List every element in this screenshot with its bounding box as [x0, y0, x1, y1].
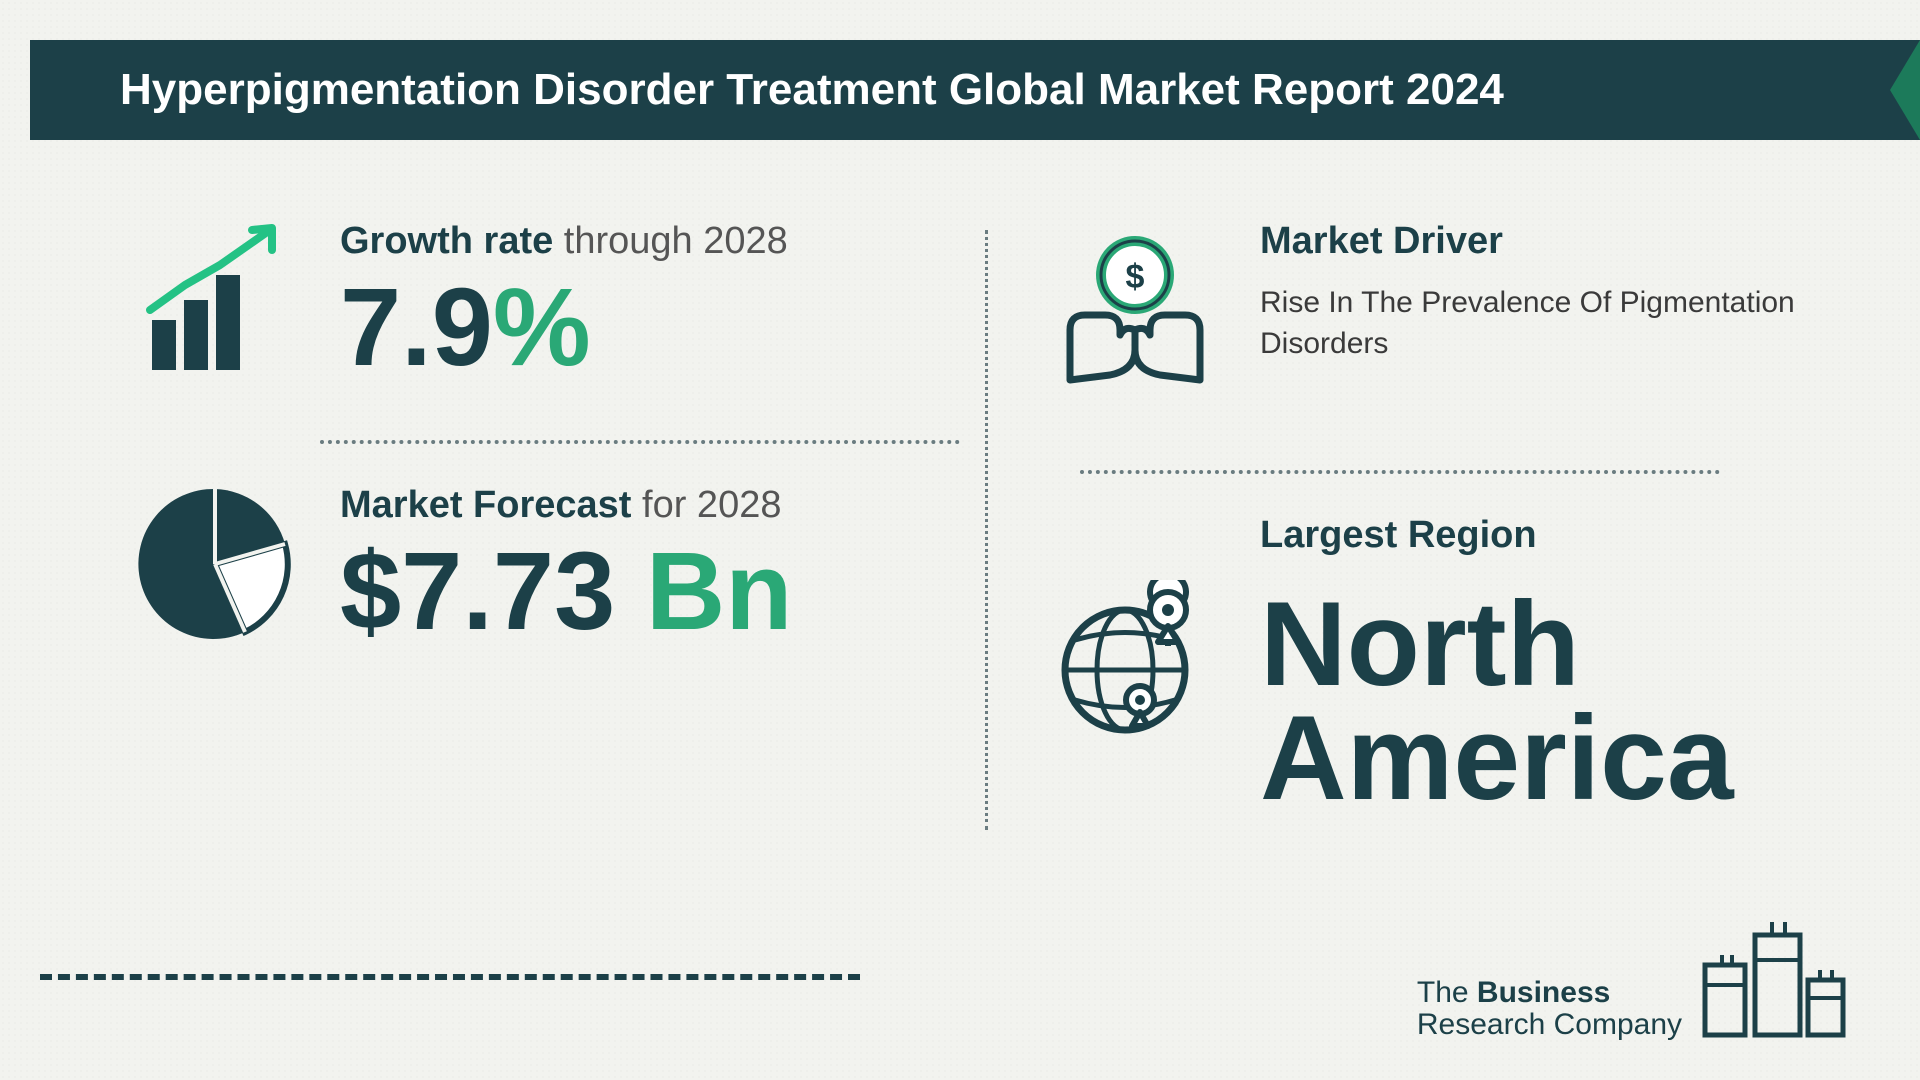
growth-value-number: 7.9 — [340, 266, 493, 389]
growth-value-unit: % — [493, 266, 591, 389]
hands-dollar-icon: $ — [1050, 220, 1220, 390]
globe-pin-icon — [1050, 580, 1220, 750]
growth-rate-block: Growth rate through 2028 7.9% — [130, 220, 930, 390]
market-forecast-block: Market Forecast for 2028 $7.73 Bn — [130, 484, 930, 647]
brand-logo-text: The Business Research Company — [1417, 977, 1682, 1040]
left-dotted-separator — [320, 440, 960, 444]
logo-line1: The — [1417, 976, 1469, 1009]
header-accent-triangle — [1890, 40, 1920, 140]
brand-logo: The Business Research Company — [1417, 910, 1850, 1040]
vertical-dotted-separator — [985, 230, 988, 830]
growth-chart-icon — [130, 220, 300, 390]
region-value-line2: America — [1260, 701, 1810, 815]
bottom-dashed-line — [40, 974, 860, 980]
svg-text:$: $ — [1126, 258, 1145, 296]
growth-label: Growth rate through 2028 — [340, 220, 930, 263]
forecast-label: Market Forecast for 2028 — [340, 484, 930, 527]
header-title: Hyperpigmentation Disorder Treatment Glo… — [120, 65, 1504, 115]
forecast-label-rest: for 2028 — [631, 484, 781, 526]
right-dotted-separator — [1080, 470, 1720, 474]
growth-label-rest: through 2028 — [553, 220, 788, 262]
logo-line3: Research Company — [1417, 1009, 1682, 1041]
forecast-value-unit: Bn — [615, 530, 792, 653]
forecast-value: $7.73 Bn — [340, 537, 930, 647]
forecast-value-number: $7.73 — [340, 530, 615, 653]
pie-chart-icon — [130, 484, 300, 644]
market-driver-block: $ Market Driver Rise In The Prevalence O… — [1050, 220, 1810, 390]
forecast-label-strong: Market Forecast — [340, 484, 631, 526]
logo-line2: Business — [1477, 976, 1610, 1009]
largest-region-block: Largest Region North America — [1050, 514, 1810, 815]
brand-logo-icon — [1700, 910, 1850, 1040]
header-bar: Hyperpigmentation Disorder Treatment Glo… — [30, 40, 1920, 140]
growth-value: 7.9% — [340, 273, 930, 383]
right-column: $ Market Driver Rise In The Prevalence O… — [1050, 220, 1810, 815]
driver-text: Rise In The Prevalence Of Pigmentation D… — [1260, 283, 1810, 364]
region-value-line1: North — [1260, 587, 1810, 701]
left-column: Growth rate through 2028 7.9% Market For… — [130, 220, 930, 647]
region-value: North America — [1260, 587, 1810, 815]
region-title: Largest Region — [1260, 514, 1810, 557]
driver-title: Market Driver — [1260, 220, 1810, 263]
growth-label-strong: Growth rate — [340, 220, 553, 262]
